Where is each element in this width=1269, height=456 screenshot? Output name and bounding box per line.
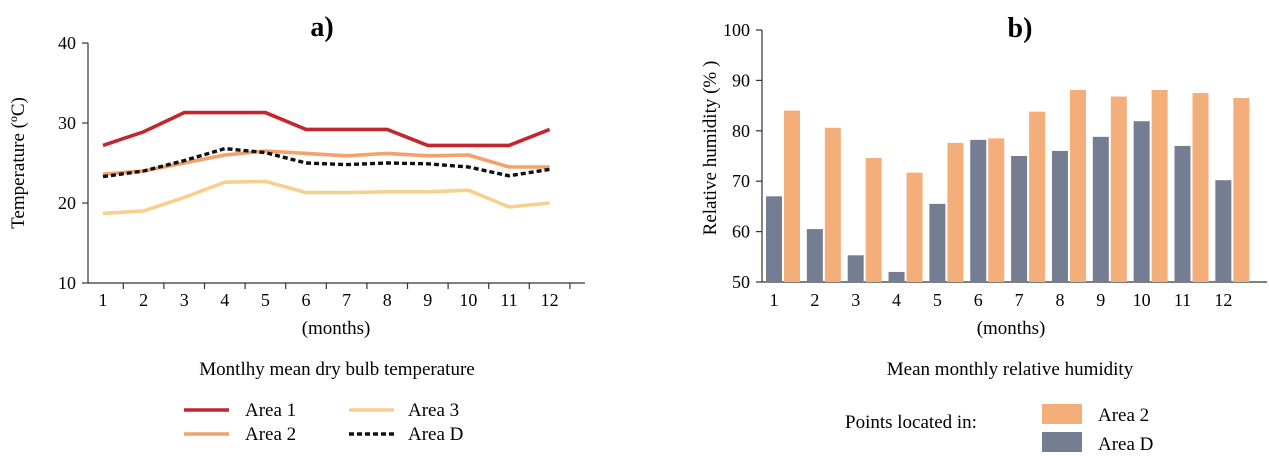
bar-area-2 [988, 138, 1005, 282]
humidity-x-tick-label: 4 [892, 290, 901, 310]
bar-area-2 [1192, 93, 1209, 282]
bar-area-d [888, 271, 905, 282]
temperature-x-tick-label: 8 [383, 290, 392, 310]
temperature-x-tick-label: 5 [261, 290, 270, 310]
series-line-area-2 [102, 149, 550, 176]
temperature-y-ticks: 10 20 30 40 [58, 33, 88, 293]
bar-area-d [970, 139, 987, 282]
temperature-y-tick-label: 20 [58, 193, 76, 213]
panel-b-label: b) [1008, 13, 1033, 44]
legend-label: Area 2 [1098, 405, 1149, 426]
temperature-x-axis-title: (months) [302, 318, 371, 339]
humidity-x-ticks: 1 2 3 4 5 6 7 8 9 10 11 12 [770, 290, 1233, 310]
bar-area-2 [1029, 111, 1046, 282]
humidity-x-tick-label: 6 [974, 290, 983, 310]
humidity-x-tick-label: 1 [770, 290, 779, 310]
legend-swatch-area-d [1042, 432, 1082, 452]
bar-area-2 [1069, 89, 1086, 282]
humidity-y-tick-label: 80 [732, 121, 750, 141]
temperature-legend: Area 1 Area 2 Area 3 Area D [184, 400, 463, 445]
legend-label: Area D [1098, 434, 1153, 455]
humidity-y-tick-label: 90 [732, 70, 750, 90]
temperature-y-axis-title: Temperature (ºC) [8, 97, 29, 229]
bar-area-2 [947, 142, 964, 282]
legend-prefix: Points located in: [845, 412, 977, 433]
temperature-x-tick-label: 1 [99, 290, 108, 310]
temperature-x-tick-label: 6 [302, 290, 311, 310]
humidity-x-tick-label: 8 [1055, 290, 1064, 310]
temperature-chart-caption: Montlhy mean dry bulb temperature [199, 359, 474, 380]
temperature-x-tick-label: 3 [180, 290, 189, 310]
bar-area-d [847, 255, 864, 282]
humidity-y-tick-label: 100 [723, 20, 750, 40]
humidity-y-tick-label: 70 [732, 171, 750, 191]
temperature-x-tick-label: 7 [342, 290, 351, 310]
legend-label: Area 2 [245, 424, 296, 445]
legend-swatch-area-2 [1042, 404, 1082, 424]
humidity-y-axis-title: Relative humidity (% ) [700, 61, 721, 236]
humidity-x-tick-label: 5 [933, 290, 942, 310]
humidity-x-tick-label: 9 [1096, 290, 1105, 310]
bar-area-d [1174, 145, 1191, 282]
panel-a-label: a) [310, 12, 333, 43]
humidity-bars [766, 89, 1250, 282]
bar-area-2 [865, 158, 882, 282]
humidity-x-tick-label: 2 [810, 290, 819, 310]
humidity-x-axis-title: (months) [977, 318, 1046, 339]
temperature-x-tick-label: 11 [500, 290, 517, 310]
bar-area-2 [824, 127, 841, 282]
temperature-x-tick-label: 10 [459, 290, 477, 310]
bar-area-d [929, 203, 946, 282]
bar-area-d [806, 229, 823, 282]
bar-area-d [1051, 150, 1068, 282]
bar-area-2 [1110, 96, 1127, 282]
bar-area-2 [1151, 89, 1168, 282]
legend-label: Area 3 [408, 400, 459, 421]
humidity-legend: Points located in: Area 2 Area D [845, 404, 1153, 455]
humidity-y-tick-label: 60 [732, 222, 750, 242]
temperature-x-ticks: 1 2 3 4 5 6 7 8 9 10 11 12 [99, 283, 571, 310]
temperature-axes [87, 43, 585, 284]
humidity-x-tick-label: 11 [1174, 290, 1191, 310]
temperature-x-tick-label: 2 [139, 290, 148, 310]
humidity-y-ticks: 50 60 70 80 90 100 [723, 20, 762, 292]
bar-area-d [1092, 136, 1109, 282]
bar-area-2 [906, 172, 923, 282]
series-line-area-d [102, 146, 550, 179]
temperature-series-lines [102, 110, 551, 216]
temperature-x-tick-label: 4 [220, 290, 229, 310]
series-line-area-1 [102, 110, 551, 148]
humidity-x-tick-label: 10 [1133, 290, 1151, 310]
humidity-y-tick-label: 50 [732, 272, 750, 292]
temperature-y-tick-label: 10 [58, 273, 76, 293]
humidity-chart-caption: Mean monthly relative humidity [887, 359, 1134, 380]
humidity-x-tick-label: 3 [851, 290, 860, 310]
bar-area-2 [1233, 98, 1250, 282]
bar-area-d [1215, 180, 1232, 282]
series-line-area-3 [102, 179, 550, 216]
humidity-x-tick-label: 7 [1015, 290, 1024, 310]
bar-area-d [1133, 121, 1150, 282]
bar-area-d [1011, 156, 1028, 282]
humidity-x-tick-label: 12 [1214, 290, 1232, 310]
temperature-y-tick-label: 30 [58, 113, 76, 133]
bar-area-d [766, 196, 782, 282]
temperature-x-tick-label: 9 [423, 290, 432, 310]
bar-area-2 [784, 110, 800, 282]
legend-label: Area D [408, 424, 463, 445]
legend-label: Area 1 [245, 400, 296, 421]
temperature-x-tick-label: 12 [541, 290, 559, 310]
temperature-y-tick-label: 40 [58, 33, 76, 53]
